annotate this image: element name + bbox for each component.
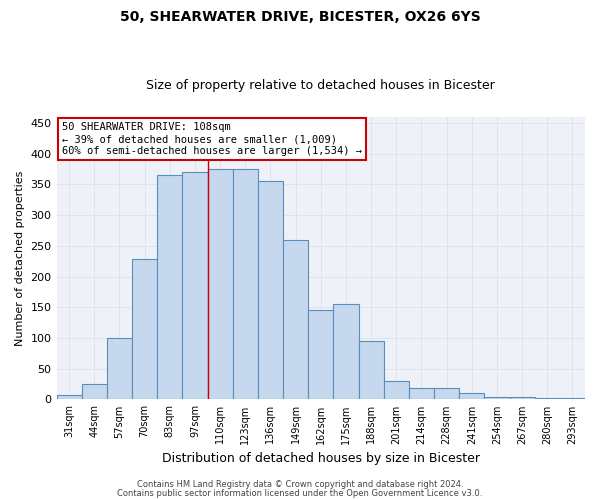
- Y-axis label: Number of detached properties: Number of detached properties: [15, 170, 25, 346]
- Bar: [283, 240, 308, 400]
- Bar: [359, 341, 383, 400]
- Bar: [308, 310, 334, 400]
- Bar: [434, 388, 459, 400]
- Bar: [258, 182, 283, 400]
- Bar: [484, 397, 509, 400]
- Bar: [409, 388, 434, 400]
- Bar: [560, 398, 585, 400]
- Bar: [82, 384, 107, 400]
- Text: Contains HM Land Registry data © Crown copyright and database right 2024.: Contains HM Land Registry data © Crown c…: [137, 480, 463, 489]
- Bar: [132, 260, 157, 400]
- Bar: [56, 394, 82, 400]
- Bar: [383, 381, 409, 400]
- Bar: [509, 397, 535, 400]
- Bar: [334, 304, 359, 400]
- Bar: [208, 169, 233, 400]
- Text: 50 SHEARWATER DRIVE: 108sqm
← 39% of detached houses are smaller (1,009)
60% of : 50 SHEARWATER DRIVE: 108sqm ← 39% of det…: [62, 122, 362, 156]
- Bar: [535, 398, 560, 400]
- Bar: [157, 175, 182, 400]
- Bar: [233, 169, 258, 400]
- Bar: [459, 394, 484, 400]
- Title: Size of property relative to detached houses in Bicester: Size of property relative to detached ho…: [146, 79, 495, 92]
- Text: Contains public sector information licensed under the Open Government Licence v3: Contains public sector information licen…: [118, 488, 482, 498]
- Bar: [107, 338, 132, 400]
- Bar: [182, 172, 208, 400]
- Text: 50, SHEARWATER DRIVE, BICESTER, OX26 6YS: 50, SHEARWATER DRIVE, BICESTER, OX26 6YS: [119, 10, 481, 24]
- X-axis label: Distribution of detached houses by size in Bicester: Distribution of detached houses by size …: [162, 452, 480, 465]
